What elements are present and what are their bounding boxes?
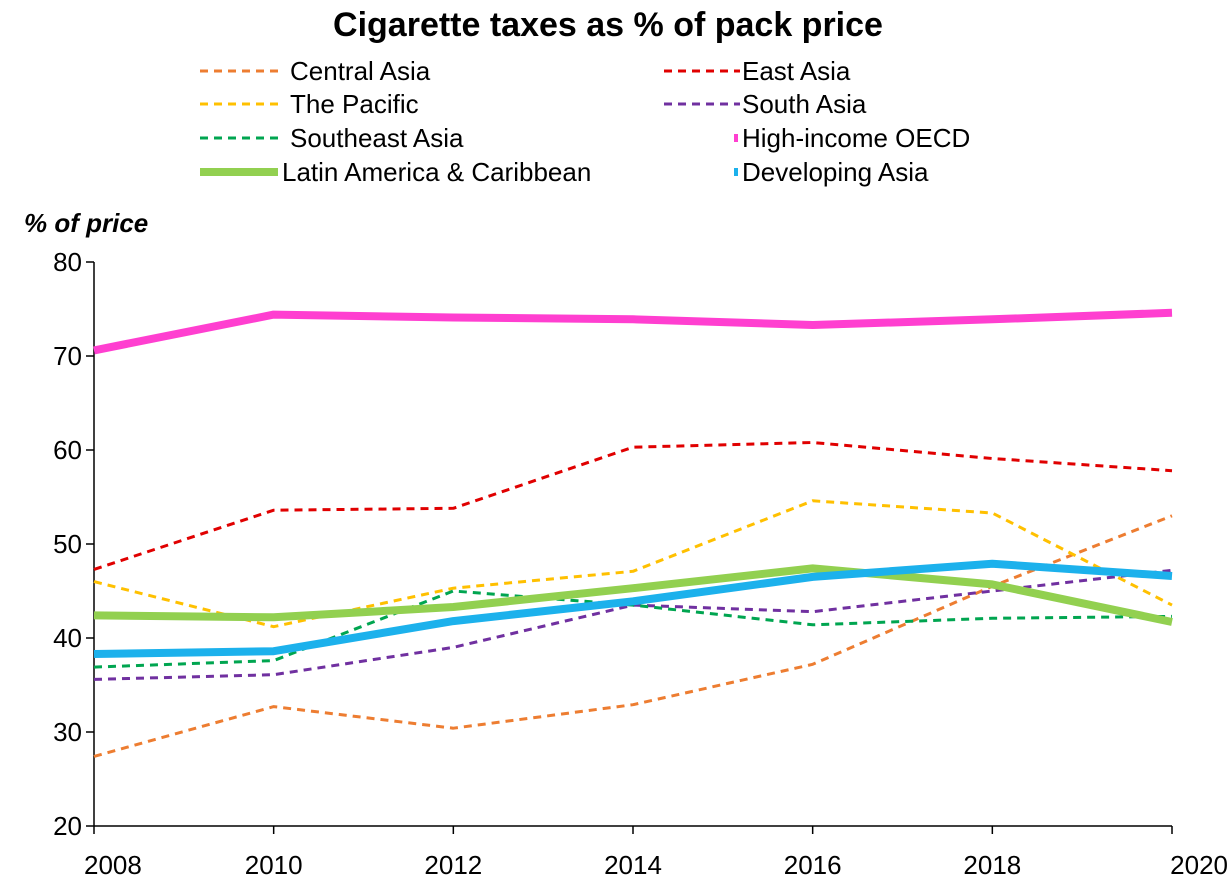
series-line-high-income-oecd	[93, 308, 1173, 355]
legend-label: East Asia	[742, 56, 851, 86]
legend-item-high-income-oecd: High-income OECD	[734, 123, 970, 153]
legend-item-south-asia: South Asia	[664, 89, 867, 119]
legend-label: High-income OECD	[742, 123, 970, 153]
legend-item-central-asia: Central Asia	[200, 56, 431, 86]
series-line-developing-asia	[93, 559, 1173, 658]
legend-item-southeast-asia: Southeast Asia	[200, 123, 464, 153]
y-tick-label: 60	[53, 435, 82, 465]
legend-label: South Asia	[742, 89, 867, 119]
legend-item-latin-america-and-caribbean: Latin America & Caribbean	[200, 157, 591, 187]
y-tick-label: 30	[53, 717, 82, 747]
y-tick-label: 50	[53, 529, 82, 559]
axes: 20 30 40 50 60 70 80 2008 2010 2012 2014 2016 2018 20…	[53, 247, 1228, 880]
series-line-latin-america-and-caribbean	[93, 564, 1173, 626]
legend-label: Developing Asia	[742, 157, 929, 187]
y-axis-label: % of price	[24, 208, 148, 238]
legend-item-developing-asia: Developing Asia	[734, 157, 929, 187]
legend-label: The Pacific	[290, 89, 419, 119]
series-line-east-asia	[93, 441, 1173, 571]
series-line-the-pacific	[93, 499, 1173, 629]
y-tick-label: 70	[53, 341, 82, 371]
x-tick-label: 2008	[84, 850, 142, 880]
y-tick-label: 80	[53, 247, 82, 277]
series-line-central-asia	[93, 514, 1173, 758]
chart-title: Cigarette taxes as % of pack price	[333, 6, 883, 44]
legend-item-the-pacific: The Pacific	[200, 89, 419, 119]
legend-item-east-asia: East Asia	[664, 56, 851, 86]
series-layer	[93, 308, 1173, 758]
x-tick-label: 2016	[784, 850, 842, 880]
legend-label: Latin America & Caribbean	[282, 157, 591, 187]
legend-label: Southeast Asia	[290, 123, 464, 153]
x-tick-label: 2012	[424, 850, 482, 880]
legend: Central Asia East Asia The Pacific South As…	[200, 56, 970, 187]
x-tick-label: 2010	[245, 850, 303, 880]
x-tick-label: 2020	[1170, 850, 1228, 880]
y-tick-label: 40	[53, 623, 82, 653]
legend-label: Central Asia	[290, 56, 431, 86]
x-tick-label: 2014	[604, 850, 662, 880]
y-tick-label: 20	[53, 811, 82, 841]
x-tick-label: 2018	[963, 850, 1021, 880]
